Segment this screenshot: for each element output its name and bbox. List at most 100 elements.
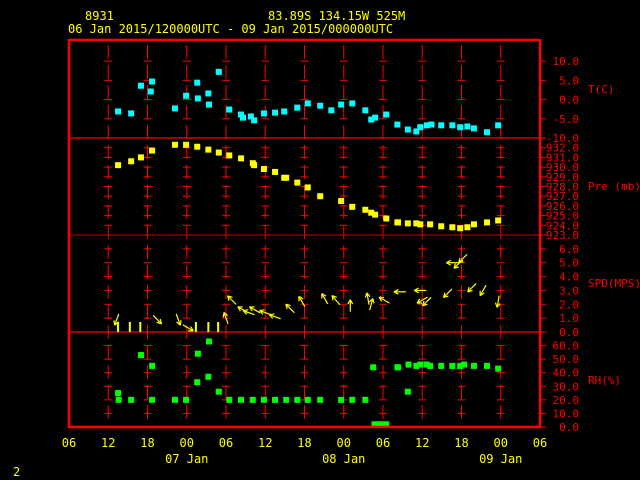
x-tick-label: 06 — [219, 436, 233, 450]
wind-arrow-head — [496, 303, 501, 308]
pressure-point — [395, 219, 402, 226]
wind-arrow-shaft — [496, 295, 500, 308]
temperature-point — [194, 95, 201, 102]
temperature-point — [372, 114, 379, 121]
rh-point — [215, 388, 222, 395]
rh-point — [149, 396, 156, 403]
pressure-point — [464, 224, 471, 231]
rh-point — [383, 421, 390, 428]
y-tick-label: 932.0 — [546, 142, 579, 155]
y-tick-label: 3.0 — [559, 284, 579, 297]
panel-title: RH(%) — [588, 374, 621, 387]
pressure-point — [226, 152, 233, 159]
wind-arrow-head — [453, 266, 459, 269]
wind-arrow-shaft — [243, 309, 255, 316]
wind-arrow-head — [223, 312, 229, 317]
x-tick-label: 06 — [533, 436, 547, 450]
wind-arrow-head — [242, 310, 248, 315]
temperature-point — [272, 109, 279, 116]
temperature-point — [413, 128, 420, 135]
temperature-point — [383, 111, 390, 118]
rh-point — [370, 364, 377, 371]
y-tick-label: 923.0 — [546, 229, 579, 242]
rh-point — [226, 396, 233, 403]
rh-point — [405, 361, 412, 368]
rh-point — [470, 362, 477, 369]
temperature-point — [281, 108, 288, 115]
temperature-point — [240, 114, 247, 121]
temperature-point — [404, 126, 411, 133]
temperature-point — [194, 79, 201, 86]
rh-point — [128, 396, 135, 403]
wind-arrow-head — [259, 310, 264, 315]
x-tick-label: 00 — [337, 436, 351, 450]
temperature-point — [457, 124, 464, 131]
panel-title: T(C) — [588, 83, 615, 96]
pressure-point — [349, 203, 356, 210]
wind-arrow-head — [422, 303, 428, 307]
wind-arrow-shaft — [369, 298, 374, 311]
wind-arrow-head — [227, 295, 230, 301]
pressure-point — [183, 141, 190, 148]
wind-arrow-head — [285, 303, 291, 307]
rh-point — [171, 396, 178, 403]
wind-arrow-head — [227, 295, 233, 298]
wind-arrow — [113, 313, 120, 326]
y-tick-label: 930.0 — [546, 161, 579, 174]
pressure-point — [449, 224, 456, 231]
y-tick-label: 20.0 — [553, 394, 580, 407]
y-tick-label: 40.0 — [553, 367, 580, 380]
wind-arrow — [285, 303, 295, 314]
wind-arrow-shaft — [285, 303, 295, 314]
wind-arrow-head — [368, 298, 374, 303]
y-tick-label: 5.0 — [559, 257, 579, 270]
temperature-point — [147, 88, 154, 95]
wind-arrow-head — [190, 326, 194, 332]
y-tick-label: 50.0 — [553, 353, 580, 366]
wind-arrow-head — [243, 309, 249, 312]
pressure-point — [294, 179, 301, 186]
pressure-point — [383, 215, 390, 222]
rh-point — [115, 396, 122, 403]
temperature-point — [317, 102, 324, 109]
wind-arrow-head — [114, 321, 119, 326]
y-tick-label: 10.0 — [553, 55, 580, 68]
temperature-point — [349, 100, 356, 107]
wind-arrow-head — [467, 286, 470, 293]
wind-arrow-head — [479, 292, 485, 297]
pressure-point — [238, 155, 245, 162]
temperature-point — [238, 111, 245, 118]
pressure-point — [128, 158, 135, 165]
wind-arrow-head — [222, 312, 225, 318]
wind-arrow-head — [156, 321, 162, 325]
wind-arrow-head — [467, 289, 473, 293]
temperature-point — [149, 78, 156, 85]
wind-arrow-shaft — [422, 296, 432, 307]
temperature-point — [137, 82, 144, 89]
wind-arrow-head — [298, 295, 304, 300]
pressure-point — [304, 184, 311, 191]
pressure-point — [137, 154, 144, 161]
page-number: 2 — [13, 465, 20, 479]
wind-arrow-head — [378, 296, 383, 302]
y-tick-label: 931.0 — [546, 151, 579, 164]
rh-point — [183, 396, 190, 403]
wind-arrow — [298, 295, 306, 308]
y-tick-label: 2.0 — [559, 298, 579, 311]
rh-point — [438, 362, 445, 369]
wind-arrow — [416, 296, 428, 304]
wind-arrow — [175, 313, 182, 326]
wind-arrow — [393, 288, 407, 295]
wind-arrow-shaft — [458, 253, 468, 264]
wind-arrow-head — [393, 288, 399, 293]
y-tick-label: 926.0 — [546, 200, 579, 213]
y-tick-label: 0.0 — [559, 94, 579, 107]
wind-arrow-shaft — [114, 313, 120, 326]
wind-arrow-head — [347, 299, 351, 305]
y-tick-label: 5.0 — [559, 74, 579, 87]
pressure-point — [362, 206, 369, 213]
rh-point — [338, 396, 345, 403]
y-tick-label: 925.0 — [546, 210, 579, 223]
temperature-point — [226, 106, 233, 113]
temperature-point — [338, 101, 345, 108]
